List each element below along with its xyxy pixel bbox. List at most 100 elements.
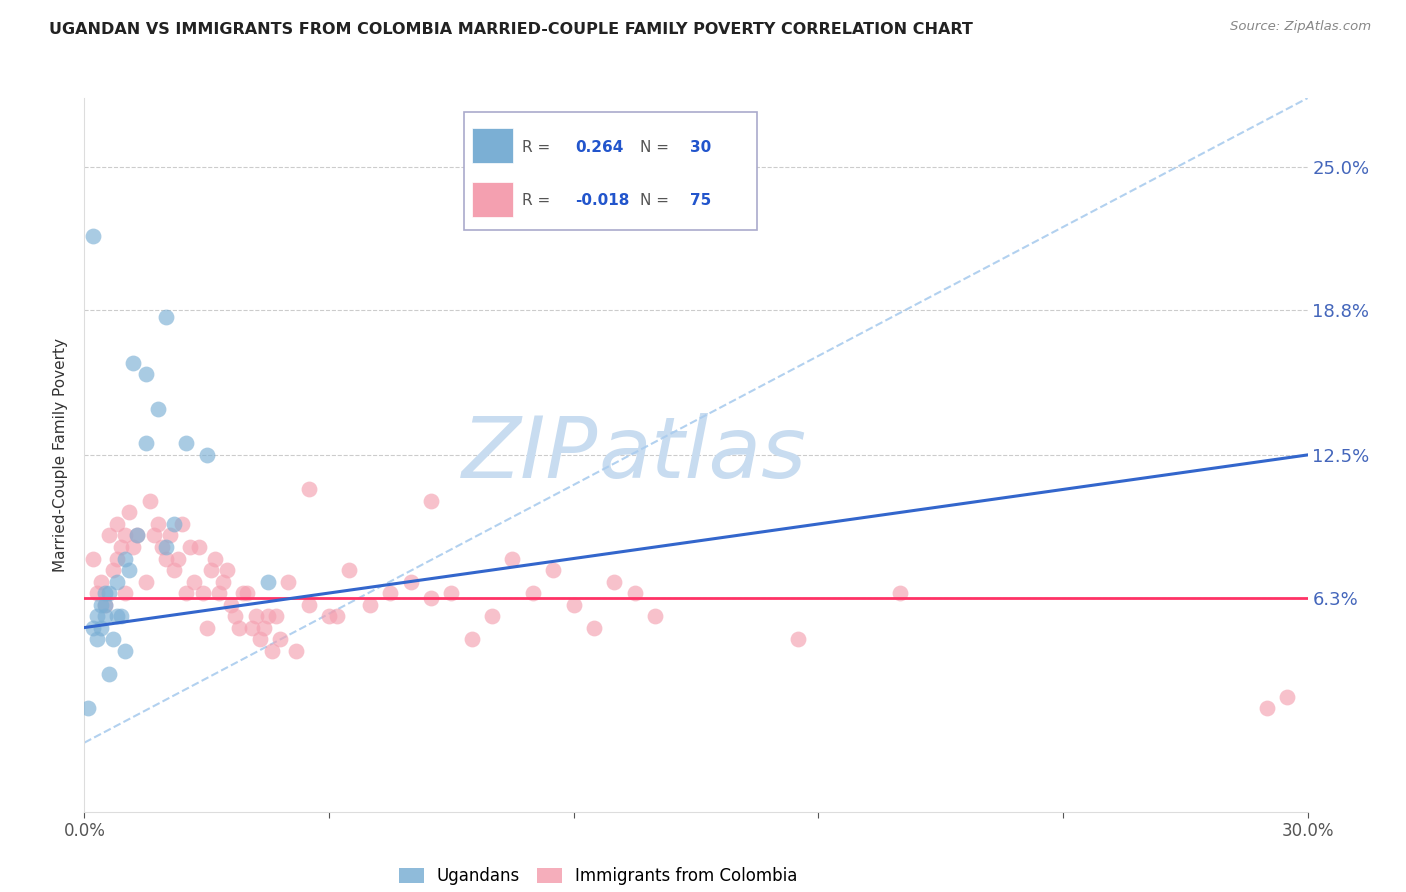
Point (298, 598, 321, 612)
Point (163, 516, 186, 531)
Point (82, 621, 104, 635)
Point (253, 621, 276, 635)
Point (232, 586, 254, 600)
Point (93, 598, 117, 612)
Point (326, 609, 349, 624)
Point (245, 609, 267, 624)
Point (543, 563, 565, 577)
Point (440, 586, 463, 600)
Point (264, 609, 287, 624)
Point (228, 621, 250, 635)
Point (127, 528, 149, 542)
Point (183, 574, 205, 589)
Point (118, 506, 141, 520)
Text: UGANDAN VS IMMIGRANTS FROM COLOMBIA MARRIED-COUPLE FAMILY POVERTY CORRELATION CH: UGANDAN VS IMMIGRANTS FROM COLOMBIA MARR… (49, 22, 973, 37)
Point (889, 586, 911, 600)
Point (110, 540, 132, 554)
Point (339, 563, 361, 577)
Point (97, 666, 120, 681)
Point (114, 528, 136, 542)
Point (481, 609, 503, 624)
Point (644, 609, 666, 624)
Text: Source: ZipAtlas.com: Source: ZipAtlas.com (1230, 20, 1371, 33)
Point (93, 598, 117, 612)
Point (86, 632, 108, 646)
Text: ZIP: ZIP (461, 413, 598, 497)
Point (420, 591, 443, 605)
Point (155, 310, 177, 324)
Point (77, 701, 100, 715)
Point (93, 609, 117, 624)
Point (399, 574, 422, 589)
Point (277, 574, 299, 589)
Point (179, 540, 201, 554)
Point (167, 551, 190, 566)
Point (562, 598, 585, 612)
Point (122, 356, 145, 370)
Text: atlas: atlas (598, 413, 806, 497)
Point (110, 609, 132, 624)
Point (219, 598, 242, 612)
Point (135, 436, 157, 450)
Point (195, 621, 218, 635)
Point (90, 621, 112, 635)
Point (155, 551, 177, 566)
Point (624, 586, 647, 600)
Point (318, 609, 340, 624)
Point (240, 621, 263, 635)
Point (583, 621, 606, 635)
Point (285, 643, 308, 657)
Point (86, 609, 108, 624)
Point (97, 528, 120, 542)
Point (298, 483, 321, 497)
Point (135, 574, 157, 589)
Point (1277, 690, 1299, 704)
Point (522, 586, 544, 600)
Point (114, 551, 136, 566)
Point (212, 574, 235, 589)
Point (138, 494, 160, 508)
Point (118, 563, 141, 577)
Point (174, 436, 197, 450)
Point (101, 632, 124, 646)
Point (97, 586, 120, 600)
Legend: Ugandans, Immigrants from Colombia: Ugandans, Immigrants from Colombia (399, 867, 797, 886)
Point (195, 448, 218, 462)
Point (90, 574, 112, 589)
Point (257, 574, 280, 589)
Point (114, 586, 136, 600)
Point (127, 528, 149, 542)
Point (150, 540, 173, 554)
Point (236, 586, 259, 600)
Point (105, 609, 128, 624)
Point (105, 551, 128, 566)
Point (172, 516, 194, 531)
Point (146, 401, 169, 416)
Point (105, 516, 128, 531)
Point (174, 586, 197, 600)
Point (155, 540, 177, 554)
Point (122, 540, 145, 554)
Point (200, 563, 222, 577)
Point (146, 516, 169, 531)
Point (787, 632, 810, 646)
Point (93, 586, 117, 600)
Point (420, 494, 443, 508)
Point (257, 609, 280, 624)
Point (82, 551, 104, 566)
Point (502, 551, 524, 566)
Point (380, 586, 402, 600)
Point (217, 563, 239, 577)
Point (159, 528, 181, 542)
Point (224, 609, 246, 624)
Point (603, 574, 626, 589)
Point (269, 632, 291, 646)
Point (86, 586, 108, 600)
Point (101, 563, 124, 577)
Point (142, 528, 165, 542)
Point (105, 574, 128, 589)
Y-axis label: Married-Couple Family Poverty: Married-Couple Family Poverty (53, 338, 69, 572)
Point (191, 586, 214, 600)
Point (90, 598, 112, 612)
Point (249, 632, 271, 646)
